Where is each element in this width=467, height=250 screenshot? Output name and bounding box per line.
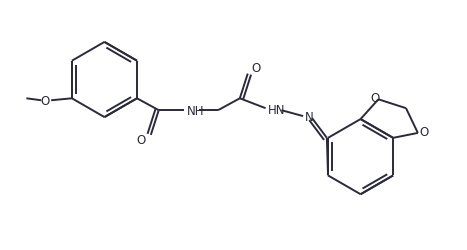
Text: O: O bbox=[136, 134, 146, 147]
Text: O: O bbox=[40, 94, 49, 107]
Text: O: O bbox=[251, 62, 260, 75]
Text: N: N bbox=[305, 110, 314, 123]
Text: NH: NH bbox=[186, 104, 204, 117]
Text: O: O bbox=[419, 126, 428, 139]
Text: HN: HN bbox=[268, 103, 285, 116]
Text: O: O bbox=[371, 92, 380, 104]
